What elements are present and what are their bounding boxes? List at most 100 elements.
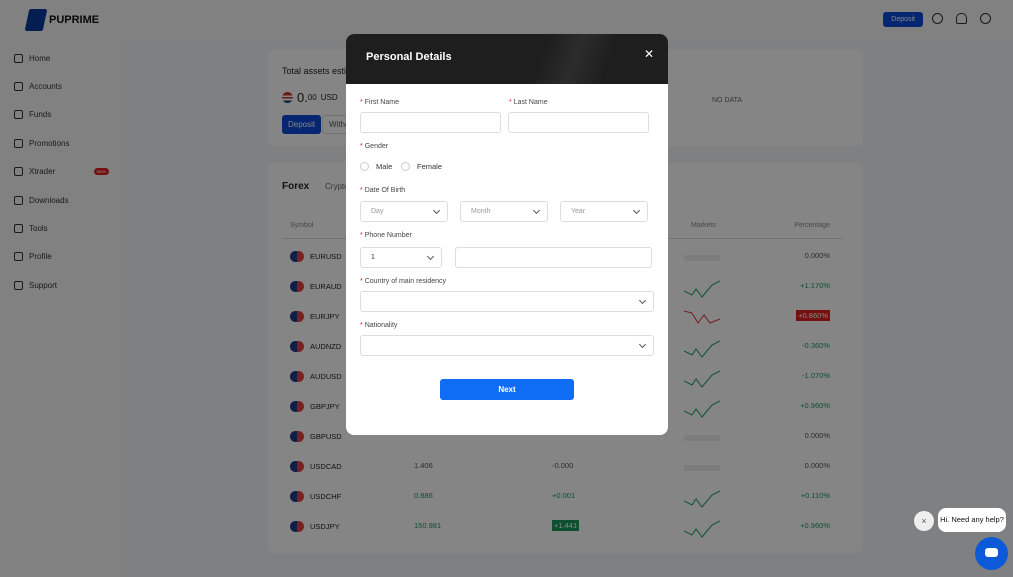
last-name-input[interactable] <box>508 112 649 133</box>
year-select[interactable]: Year <box>560 201 648 222</box>
symbol: GBPJPY <box>310 402 340 411</box>
profile-icon <box>14 252 23 262</box>
sidebar-item-home[interactable]: Home <box>14 44 109 72</box>
percentage-value: +0.860% <box>796 310 830 321</box>
table-row[interactable]: GBPJPY +0.960% <box>268 395 863 425</box>
header-percentage: Percentage <box>794 222 830 229</box>
user-icon[interactable] <box>980 13 991 24</box>
no-data-label: NO DATA <box>712 97 743 104</box>
percentage-value: +0.960% <box>800 401 830 410</box>
new-badge: NEW <box>93 168 109 176</box>
last-name-label: * Last Name <box>509 99 548 106</box>
phone-code-select[interactable]: 1 <box>360 247 442 268</box>
sparkline <box>684 255 720 261</box>
currency-flag-icon <box>290 251 304 262</box>
sparkline <box>684 280 720 298</box>
currency-select[interactable]: USD <box>320 93 338 102</box>
percentage-value: -1.070% <box>802 371 830 380</box>
currency-flag-icon <box>290 401 304 412</box>
chat-launcher-icon[interactable] <box>975 537 1008 570</box>
bid-price: 1.406 <box>414 461 433 470</box>
download-icon <box>14 195 23 205</box>
first-name-input[interactable] <box>360 112 501 133</box>
sidebar: PUPRIME Home Accounts Funds Promotions Xtrad… <box>0 0 118 577</box>
sparkline <box>684 310 720 324</box>
logo[interactable]: PUPRIME <box>24 9 100 31</box>
sparkline <box>684 370 720 388</box>
percentage-value: 0.000% <box>804 431 830 440</box>
sidebar-item-xtrader[interactable]: Xtrader NEW <box>14 158 109 186</box>
assets-amount: 0. <box>297 90 308 105</box>
month-select[interactable]: Month <box>460 201 548 222</box>
sidebar-item-profile[interactable]: Profile <box>14 243 109 271</box>
table-row[interactable]: USDCAD 1.406 -0.000 0.000% <box>268 455 863 485</box>
chat-close-button[interactable]: × <box>914 511 934 531</box>
chevron-down-icon <box>632 206 641 215</box>
sparkline <box>684 490 720 508</box>
phone-input[interactable] <box>455 247 652 268</box>
symbol: AUDUSD <box>310 372 342 381</box>
sidebar-item-accounts[interactable]: Accounts <box>14 72 109 100</box>
table-row[interactable]: USDCHF 0.886 +0.001 +0.110% <box>268 485 863 515</box>
bid-price: 0.886 <box>414 491 433 500</box>
sparkline <box>684 340 720 358</box>
next-button[interactable]: Next <box>440 379 574 400</box>
sidebar-item-promotions[interactable]: Promotions <box>14 129 109 157</box>
topbar-deposit-button[interactable]: Deposit <box>883 12 923 27</box>
xtrader-icon <box>14 167 23 177</box>
currency-flag-icon <box>290 491 304 502</box>
table-row[interactable]: EURJPY +0.860% <box>268 305 863 335</box>
header-symbol: Symbol <box>290 222 314 229</box>
header-markets: Markets <box>691 222 716 229</box>
percentage-value: -0.360% <box>802 341 830 350</box>
currency-flag-icon <box>290 431 304 442</box>
tab-crypto[interactable]: Crypto <box>325 182 349 191</box>
sidebar-item-tools[interactable]: Tools <box>14 214 109 242</box>
symbol: USDCHF <box>310 492 342 501</box>
close-icon[interactable]: ✕ <box>643 47 654 61</box>
nationality-label: * Nationality <box>360 322 398 329</box>
phone-label: * Phone Number <box>360 232 412 239</box>
sidebar-item-funds[interactable]: Funds <box>14 101 109 129</box>
table-row[interactable]: EURUSD 0.000% <box>268 245 863 275</box>
table-row[interactable]: AUDUSD -1.070% <box>268 365 863 395</box>
modal-title: Personal Details <box>366 51 452 63</box>
percentage-value: 0.000% <box>804 251 830 260</box>
sidebar-item-downloads[interactable]: Downloads <box>14 186 109 214</box>
first-name-label: * First Name <box>360 99 399 106</box>
accounts-icon <box>14 82 23 92</box>
chevron-down-icon <box>638 296 647 305</box>
sparkline <box>684 435 720 441</box>
country-select[interactable] <box>360 291 654 312</box>
symbol: AUDNZD <box>310 342 342 351</box>
symbol: EURAUD <box>310 282 342 291</box>
globe-icon[interactable] <box>932 13 943 24</box>
gender-female-radio[interactable]: Female <box>401 162 442 171</box>
chevron-down-icon <box>532 206 541 215</box>
table-row[interactable]: USDJPY 150.981 +1.441 +0.960% <box>268 515 863 545</box>
table-row[interactable]: AUDNZD -0.360% <box>268 335 863 365</box>
gender-label: * Gender <box>360 143 389 150</box>
tab-forex[interactable]: Forex <box>282 181 310 192</box>
us-flag-icon <box>282 92 293 103</box>
bell-icon[interactable] <box>956 13 967 24</box>
topbar: Deposit <box>118 0 1013 40</box>
percentage-value: +0.110% <box>800 491 830 500</box>
table-row[interactable]: GBPUSD 0.000% <box>268 425 863 455</box>
chat-bubble[interactable]: Hi. Need any help? <box>938 508 1006 532</box>
currency-flag-icon <box>290 281 304 292</box>
brand-name: PUPRIME <box>49 14 100 26</box>
wallet-icon <box>14 110 23 120</box>
gender-male-radio[interactable]: Male <box>360 162 392 171</box>
sidebar-item-support[interactable]: Support <box>14 271 109 299</box>
table-row[interactable]: EURAUD +1.170% <box>268 275 863 305</box>
chevron-down-icon <box>426 252 435 261</box>
deposit-button[interactable]: Deposit <box>282 115 322 134</box>
day-select[interactable]: Day <box>360 201 448 222</box>
symbol: EURJPY <box>310 312 340 321</box>
dob-label: * Date Of Birth <box>360 187 406 194</box>
currency-flag-icon <box>290 311 304 322</box>
radio-circle <box>401 162 410 171</box>
nationality-select[interactable] <box>360 335 654 356</box>
country-label: * Country of main residency <box>360 278 447 285</box>
